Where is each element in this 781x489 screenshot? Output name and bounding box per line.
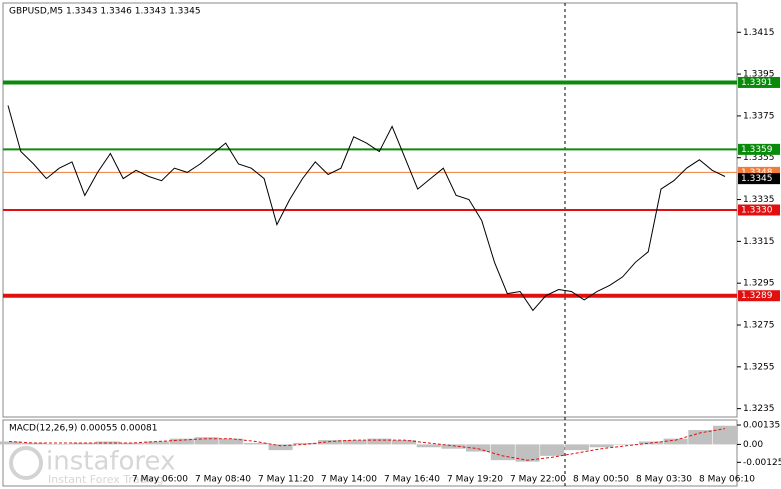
- y-tick-label: 1.3335: [743, 195, 775, 205]
- y-tick-label: 1.3255: [743, 362, 775, 372]
- watermark: instaforex Instant Forex Trading: [9, 446, 175, 486]
- x-tick-label: 7 May 08:40: [195, 475, 251, 485]
- y-tick-label: 1.3395: [743, 70, 775, 80]
- macd-bar: [95, 441, 120, 445]
- macd-bar: [614, 444, 639, 445]
- macd-bar: [589, 444, 614, 448]
- x-tick-label: 8 May 03:30: [636, 475, 692, 485]
- y-tick-label: 1.3355: [743, 153, 775, 163]
- level-tag: [738, 204, 780, 216]
- y-tick-label: -0.00125: [743, 458, 781, 468]
- x-tick-label: 7 May 16:40: [384, 475, 440, 485]
- macd-bar: [145, 441, 170, 445]
- y-tick-label: 1.3235: [743, 404, 775, 414]
- x-tick-label: 7 May 11:20: [258, 475, 314, 485]
- y-tick-label: 1.3295: [743, 279, 775, 289]
- x-tick-label: 7 May 19:20: [447, 475, 503, 485]
- y-tick-label: 1.3315: [743, 237, 775, 247]
- macd-bar: [0, 441, 22, 445]
- macd-bar: [564, 444, 589, 451]
- x-tick-label: 7 May 14:00: [321, 475, 377, 485]
- macd-title: MACD(12,26,9) 0.00055 0.00081: [9, 424, 158, 434]
- signal-line: [8, 428, 726, 461]
- x-tick-label: 8 May 00:50: [573, 475, 629, 485]
- level-label: 1.3289: [741, 291, 773, 301]
- macd-bar: [169, 438, 194, 445]
- level-tag: [738, 143, 780, 155]
- level-tag: [738, 166, 780, 178]
- macd-bar: [712, 425, 738, 445]
- macd-bar: [490, 444, 515, 461]
- macd-bar: [120, 442, 145, 445]
- macd-bar: [71, 442, 96, 445]
- macd-bar: [416, 444, 441, 448]
- macd-bar: [243, 442, 268, 445]
- level-label: 1.3345: [741, 174, 773, 184]
- macd-bar: [194, 437, 219, 445]
- macd-bar: [663, 438, 688, 445]
- macd-bar: [392, 440, 417, 445]
- y-tick-label: 0.00: [743, 440, 763, 450]
- chart-title: GBPUSD,M5 1.3343 1.3346 1.3343 1.3345: [9, 7, 201, 17]
- macd-bar: [540, 444, 565, 456]
- y-tick-label: 1.3275: [743, 321, 775, 331]
- tagline: Instant Forex Trading: [48, 473, 164, 486]
- macd-bar: [441, 444, 466, 449]
- level-tag: [738, 173, 780, 185]
- macd-bar: [317, 440, 342, 445]
- macd-bar: [46, 444, 71, 445]
- macd-frame: [2, 419, 738, 487]
- level-label: 1.3391: [741, 78, 773, 88]
- macd-bar: [688, 430, 713, 445]
- level-label: 1.3348: [741, 168, 773, 178]
- macd-bar: [466, 444, 491, 452]
- macd-bar: [342, 440, 367, 445]
- y-tick-label: 0.00135: [743, 421, 780, 431]
- brand: instaforex: [46, 447, 175, 477]
- level-tag: [738, 76, 780, 88]
- level-tag: [738, 290, 780, 302]
- x-tick-label: 7 May 22:00: [510, 475, 566, 485]
- y-tick-label: 1.3375: [743, 111, 775, 121]
- macd-bar: [268, 444, 293, 451]
- logo: [9, 446, 43, 480]
- y-tick-label: 1.3415: [743, 28, 775, 38]
- macd-bar: [515, 444, 540, 462]
- macd-bar: [219, 438, 244, 445]
- price-line: [7, 105, 726, 312]
- level-label: 1.3330: [741, 206, 773, 216]
- x-tick-label: 8 May 06:10: [699, 475, 755, 485]
- macd-bar: [293, 442, 318, 445]
- macd-bar: [367, 438, 392, 445]
- x-tick-label: 7 May 06:00: [132, 475, 188, 485]
- level-label: 1.3359: [741, 145, 773, 155]
- macd-bar: [21, 442, 46, 445]
